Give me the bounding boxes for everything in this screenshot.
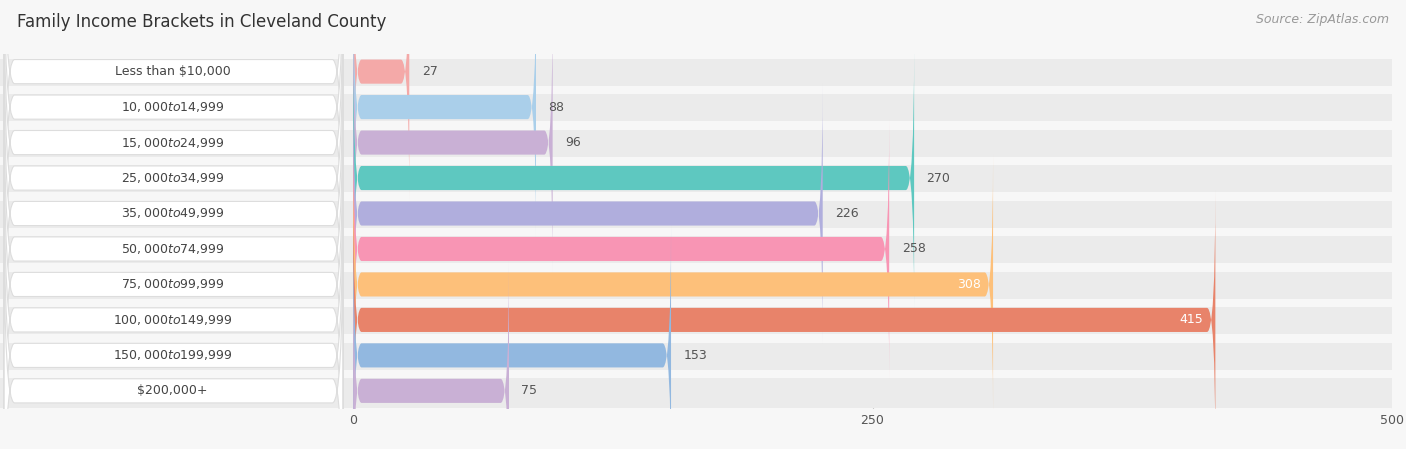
Text: Family Income Brackets in Cleveland County: Family Income Brackets in Cleveland Coun…	[17, 13, 387, 31]
Text: 27: 27	[422, 65, 437, 78]
Text: 226: 226	[835, 207, 859, 220]
Text: $75,000 to $99,999: $75,000 to $99,999	[121, 277, 224, 291]
FancyBboxPatch shape	[0, 303, 1392, 337]
FancyBboxPatch shape	[353, 13, 553, 273]
Text: 96: 96	[565, 136, 581, 149]
FancyBboxPatch shape	[4, 0, 343, 308]
FancyBboxPatch shape	[0, 268, 1392, 301]
FancyBboxPatch shape	[353, 119, 889, 379]
FancyBboxPatch shape	[0, 121, 1392, 130]
FancyBboxPatch shape	[353, 84, 823, 343]
FancyBboxPatch shape	[0, 126, 1392, 159]
Text: 415: 415	[1180, 313, 1204, 326]
Text: $10,000 to $14,999: $10,000 to $14,999	[121, 100, 224, 114]
Text: $100,000 to $149,999: $100,000 to $149,999	[112, 313, 232, 327]
Text: 258: 258	[901, 242, 925, 255]
Text: $200,000+: $200,000+	[138, 384, 208, 397]
Text: $150,000 to $199,999: $150,000 to $199,999	[112, 348, 232, 362]
FancyBboxPatch shape	[0, 192, 1392, 201]
FancyBboxPatch shape	[353, 0, 409, 202]
Text: 75: 75	[522, 384, 537, 397]
Text: $15,000 to $24,999: $15,000 to $24,999	[121, 136, 224, 150]
FancyBboxPatch shape	[0, 263, 1392, 272]
FancyBboxPatch shape	[353, 0, 536, 237]
FancyBboxPatch shape	[353, 48, 914, 308]
FancyBboxPatch shape	[4, 225, 343, 449]
FancyBboxPatch shape	[0, 228, 1392, 236]
Text: $50,000 to $74,999: $50,000 to $74,999	[121, 242, 224, 256]
FancyBboxPatch shape	[0, 157, 1392, 165]
Text: $25,000 to $34,999: $25,000 to $34,999	[121, 171, 224, 185]
FancyBboxPatch shape	[4, 13, 343, 343]
FancyBboxPatch shape	[4, 154, 343, 449]
FancyBboxPatch shape	[0, 334, 1392, 343]
FancyBboxPatch shape	[4, 0, 343, 273]
FancyBboxPatch shape	[0, 86, 1392, 94]
FancyBboxPatch shape	[4, 0, 343, 237]
FancyBboxPatch shape	[353, 225, 671, 449]
Text: 153: 153	[683, 349, 707, 362]
FancyBboxPatch shape	[0, 161, 1392, 195]
FancyBboxPatch shape	[353, 261, 509, 449]
FancyBboxPatch shape	[0, 55, 1392, 88]
FancyBboxPatch shape	[0, 370, 1392, 378]
Text: Source: ZipAtlas.com: Source: ZipAtlas.com	[1256, 13, 1389, 26]
FancyBboxPatch shape	[0, 197, 1392, 230]
FancyBboxPatch shape	[0, 374, 1392, 408]
FancyBboxPatch shape	[353, 154, 993, 414]
FancyBboxPatch shape	[4, 48, 343, 379]
Text: 270: 270	[927, 172, 950, 185]
FancyBboxPatch shape	[0, 299, 1392, 307]
FancyBboxPatch shape	[4, 84, 343, 414]
FancyBboxPatch shape	[0, 50, 1392, 59]
Text: $35,000 to $49,999: $35,000 to $49,999	[121, 207, 224, 220]
FancyBboxPatch shape	[4, 119, 343, 449]
FancyBboxPatch shape	[0, 90, 1392, 124]
Text: 88: 88	[548, 101, 564, 114]
FancyBboxPatch shape	[0, 232, 1392, 266]
FancyBboxPatch shape	[4, 190, 343, 449]
FancyBboxPatch shape	[353, 190, 1215, 449]
Text: 308: 308	[956, 278, 980, 291]
Text: Less than $10,000: Less than $10,000	[114, 65, 231, 78]
FancyBboxPatch shape	[0, 339, 1392, 372]
